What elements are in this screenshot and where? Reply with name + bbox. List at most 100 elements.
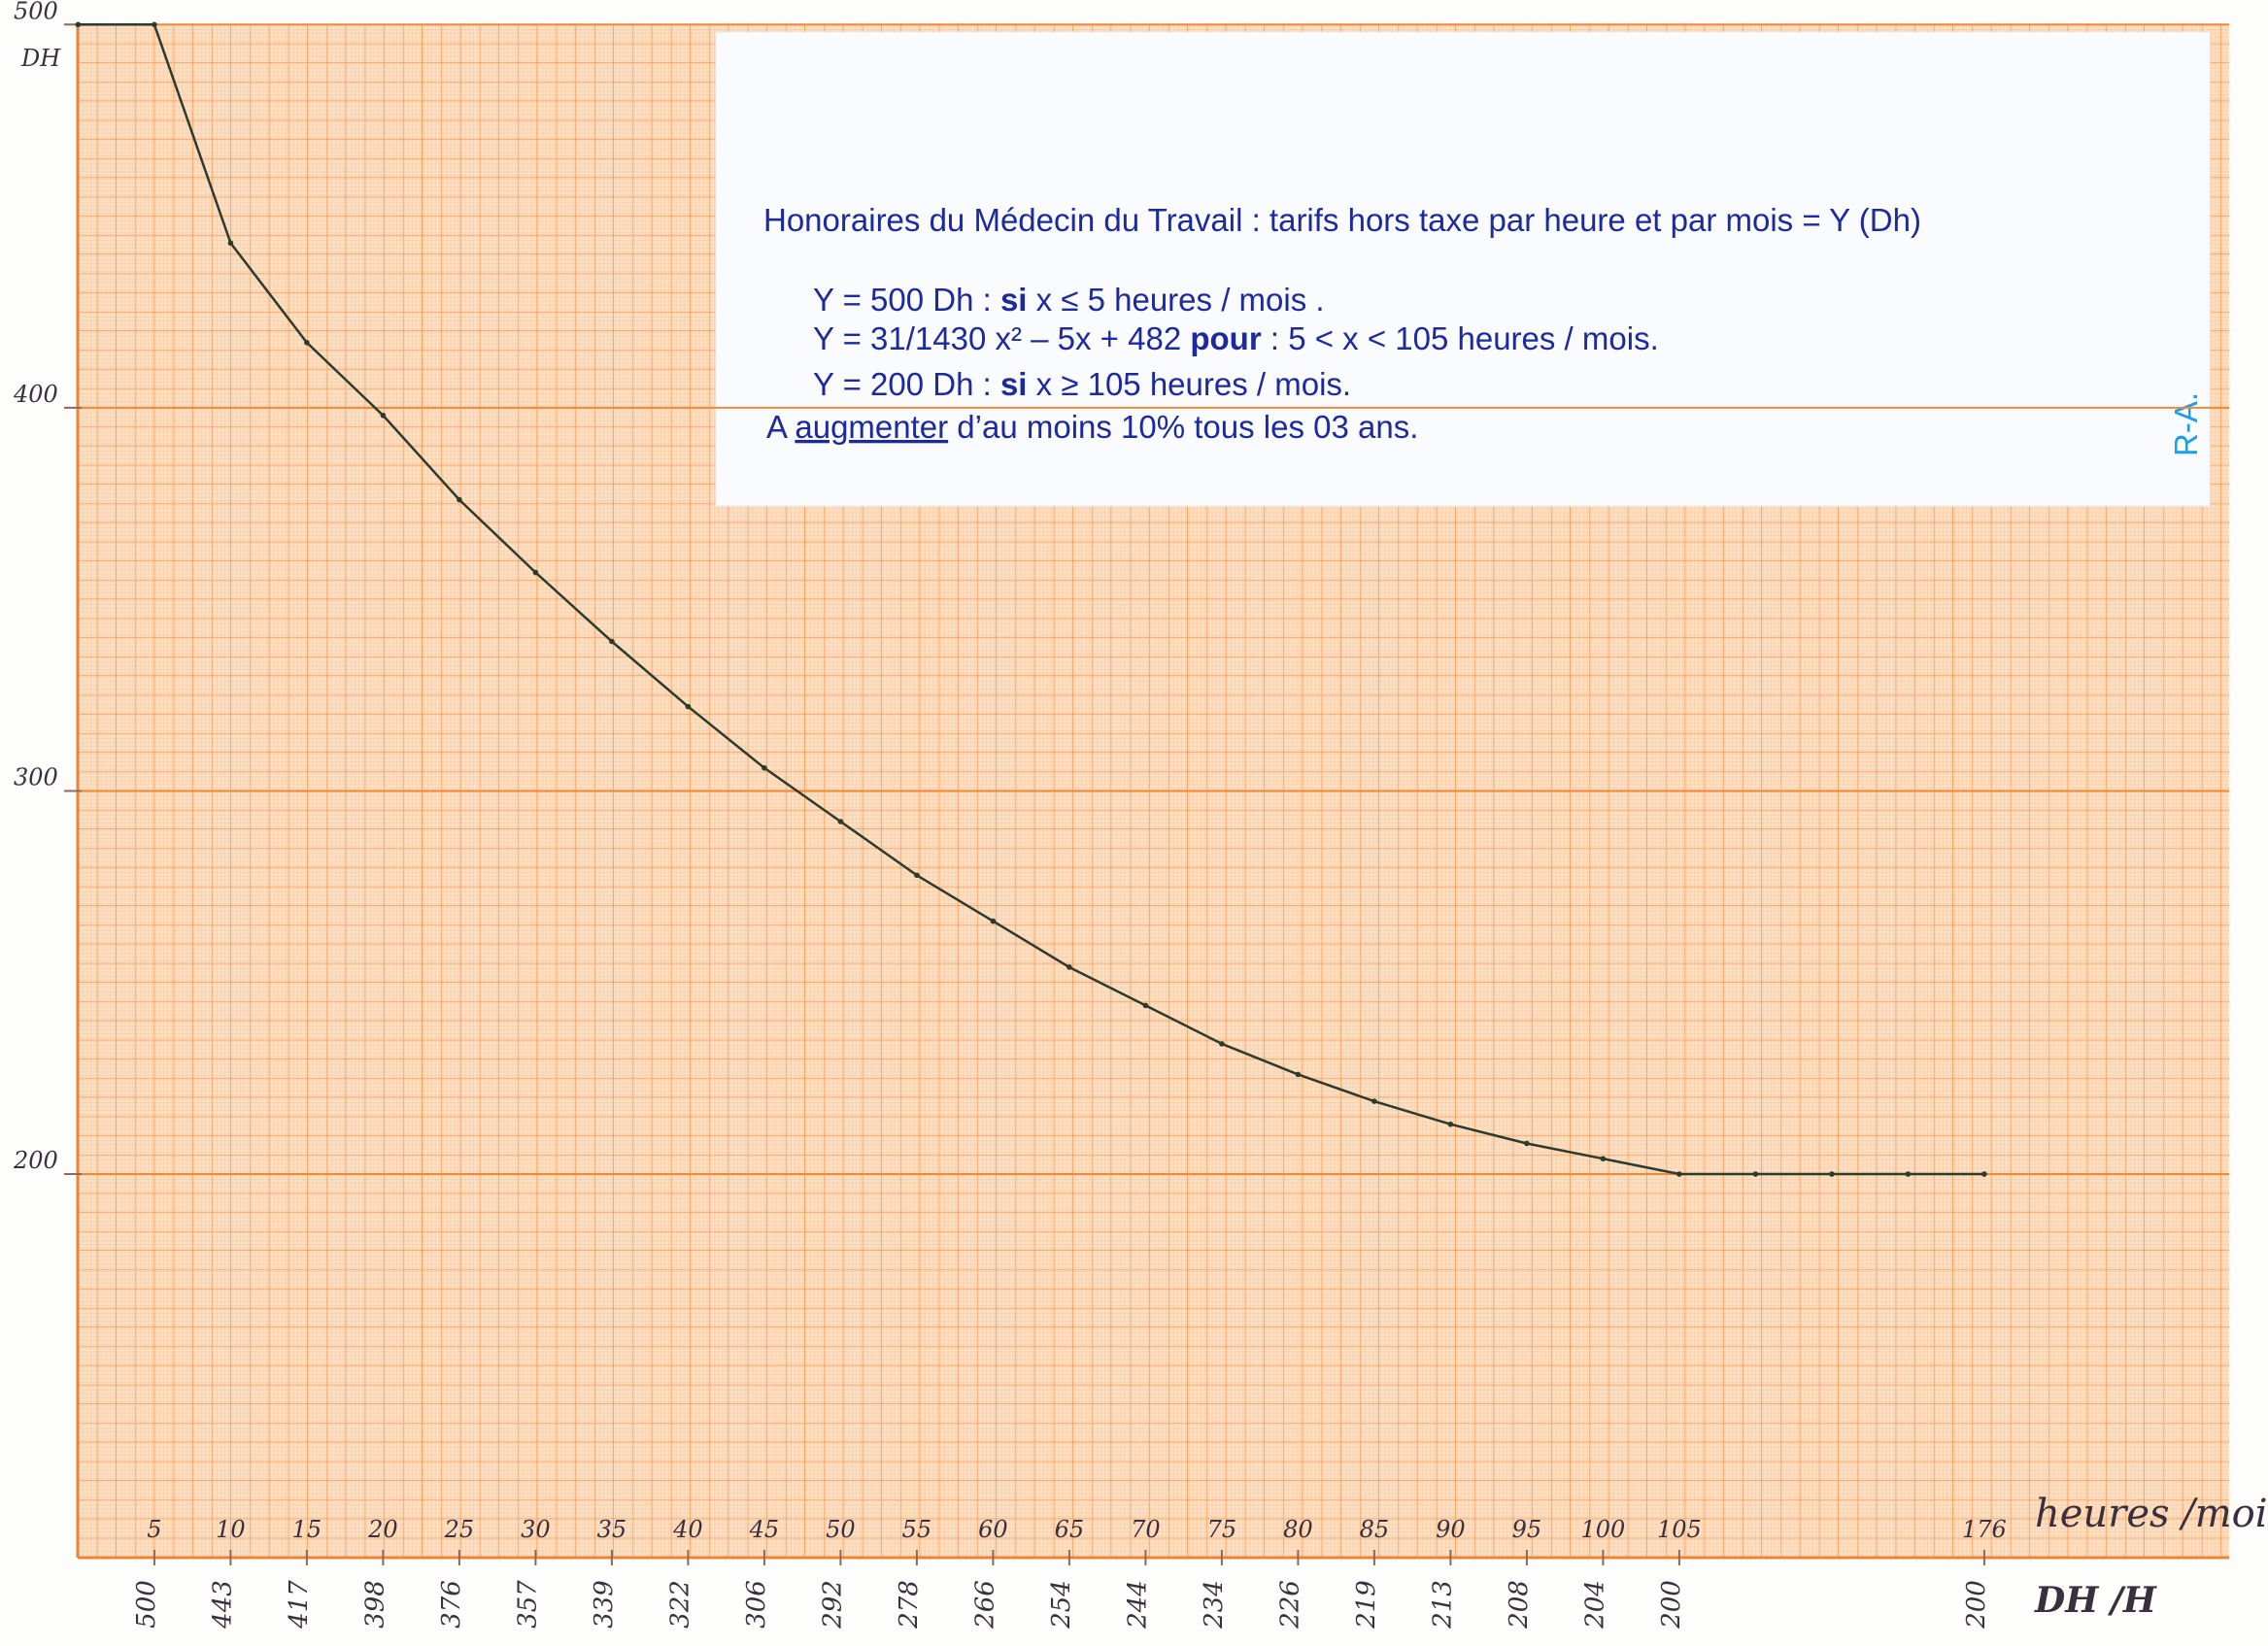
x-tick-label: 75 (1207, 1516, 1237, 1543)
data-point (1676, 1171, 1682, 1177)
x-tick-label: 10 (216, 1516, 246, 1543)
data-point (1905, 1171, 1912, 1177)
data-point (1219, 1041, 1225, 1047)
value-label: 208 (1505, 1580, 1534, 1629)
value-label: 200 (1962, 1580, 1991, 1629)
note-segment: augmenter (795, 409, 948, 445)
x-tick-label: 80 (1283, 1516, 1313, 1543)
value-label: 357 (513, 1580, 542, 1629)
x-tick-label: 95 (1512, 1516, 1542, 1543)
note-box: Honoraires du Médecin du Travail : tarif… (715, 31, 2211, 507)
value-label: 376 (437, 1580, 466, 1629)
value-axis-label: DH /H (2034, 1580, 2157, 1621)
note-segment: pour (1190, 320, 1261, 356)
x-tick-label: 25 (444, 1516, 475, 1543)
note-line: Y = 500 Dh : si x ≤ 5 heures / mois . (813, 282, 1325, 318)
x-tick-label: 90 (1436, 1516, 1466, 1543)
data-point (1447, 1121, 1454, 1127)
data-point (152, 21, 157, 28)
data-point (532, 569, 539, 576)
x-tick-label: 105 (1657, 1516, 1702, 1543)
x-tick-label: 5 (147, 1516, 161, 1543)
x-tick-label: 60 (978, 1516, 1008, 1543)
x-tick-label: 50 (826, 1516, 856, 1543)
value-label: 278 (895, 1580, 924, 1629)
note-line: A augmenter d’au moins 10% tous les 03 a… (766, 409, 1418, 445)
data-point (837, 819, 844, 824)
data-point (1829, 1171, 1835, 1177)
note-segment: si (1000, 366, 1028, 402)
signature: R-A. (2168, 392, 2204, 456)
value-label: 322 (665, 1580, 694, 1629)
x-tick-label: 15 (292, 1516, 322, 1543)
note-line: Y = 31/1430 x² – 5x + 482 pour : 5 < x <… (813, 320, 1659, 356)
data-point (990, 918, 997, 924)
value-label: 226 (1275, 1580, 1304, 1629)
x-tick-label: 40 (672, 1516, 703, 1543)
data-point (1295, 1071, 1302, 1078)
x-tick-label: 65 (1055, 1516, 1085, 1543)
data-point (1524, 1140, 1530, 1147)
x-tick-label: 45 (749, 1516, 780, 1543)
data-point (762, 764, 767, 771)
value-label: 398 (360, 1580, 389, 1629)
data-point (1752, 1171, 1759, 1177)
x-axis-label: heures /mois (2035, 1492, 2268, 1536)
value-label: 266 (970, 1580, 999, 1629)
y-axis-label: DH (20, 45, 61, 72)
note-segment: d’au moins 10% tous les 03 ans. (948, 409, 1418, 445)
data-point (227, 240, 234, 247)
value-label: 219 (1352, 1580, 1381, 1629)
value-label: 254 (1047, 1580, 1076, 1629)
value-label: 292 (818, 1580, 847, 1629)
note-segment: Y = 500 Dh : (813, 282, 1000, 318)
x-tick-label: 30 (521, 1516, 551, 1543)
note-line: Y = 200 Dh : si x ≥ 105 heures / mois. (813, 366, 1351, 402)
value-label: 244 (1123, 1580, 1152, 1629)
data-point (609, 638, 615, 645)
x-tick-label: 35 (597, 1516, 627, 1543)
x-tick-label: 20 (367, 1516, 398, 1543)
note-segment: Y = 200 Dh : (813, 366, 1000, 402)
note-segment: x ≥ 105 heures / mois. (1027, 366, 1351, 402)
y-tick-label: 200 (13, 1147, 58, 1174)
x-tick-label: 176 (1962, 1516, 2007, 1543)
x-tick-label: 55 (902, 1516, 932, 1543)
note-title: Honoraires du Médecin du Travail : tarif… (763, 202, 1921, 238)
note-segment: si (1000, 282, 1028, 318)
x-tick-label: 100 (1580, 1516, 1625, 1543)
data-line (78, 23, 1984, 1176)
data-point (75, 21, 82, 28)
value-label: 443 (208, 1580, 237, 1629)
value-label: 204 (1580, 1580, 1609, 1629)
data-point (1981, 1171, 1987, 1177)
x-tick-label: 70 (1131, 1516, 1161, 1543)
y-tick-label: 400 (13, 381, 58, 408)
value-label: 200 (1657, 1580, 1686, 1629)
note-segment: Y = 31/1430 x² – 5x + 482 (813, 320, 1190, 356)
value-label: 213 (1428, 1580, 1457, 1629)
value-label: 234 (1200, 1580, 1229, 1629)
x-tick-label: 85 (1360, 1516, 1390, 1543)
note-background (715, 31, 2211, 507)
data-point (914, 872, 920, 879)
data-point (1371, 1098, 1377, 1104)
y-tick-label: 300 (14, 763, 58, 790)
data-point (457, 496, 462, 503)
data-point (685, 703, 692, 710)
data-point (1600, 1156, 1607, 1162)
value-label: 500 (132, 1580, 161, 1629)
value-label: 417 (285, 1580, 314, 1629)
note-segment: : 5 < x < 105 heures / mois. (1262, 320, 1659, 356)
value-label: 339 (590, 1580, 619, 1629)
data-point (1142, 1002, 1149, 1009)
data-point (304, 339, 310, 346)
data-point (1066, 964, 1072, 970)
y-tick-label: 500 (14, 0, 58, 24)
note-segment: x ≤ 5 heures / mois . (1027, 282, 1324, 318)
note-segment: A (766, 409, 795, 445)
value-label: 306 (742, 1580, 771, 1629)
data-point (380, 412, 387, 419)
